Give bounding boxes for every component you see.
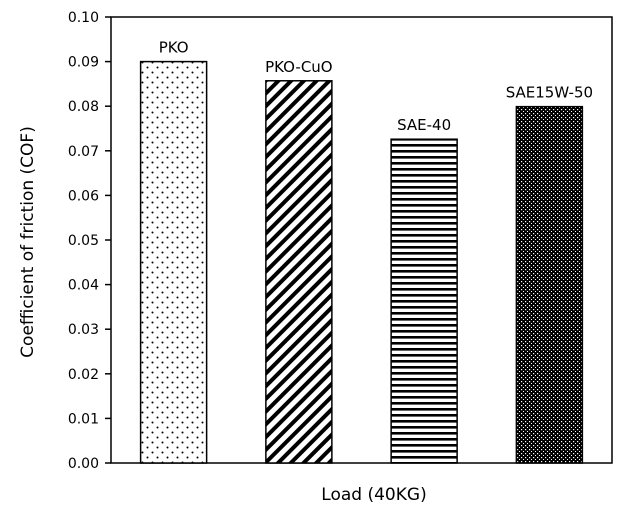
bar-sae-40: [390, 138, 458, 464]
y-tick-label: 0.04: [68, 278, 99, 294]
y-tick-label: 0.05: [68, 233, 99, 249]
y-tick-label: 0.06: [68, 188, 99, 204]
bar-pko-cuo: [265, 80, 333, 464]
y-tick-label: 0.09: [68, 55, 99, 71]
bar-sae15w-50: [515, 105, 584, 464]
y-tick-label: 0.10: [68, 10, 99, 26]
bar-pko: [139, 60, 208, 464]
y-tick-label: 0.03: [68, 322, 99, 338]
bar-label: PKO: [159, 39, 189, 57]
y-axis-title: Coefficient of friction (COF): [18, 126, 38, 358]
y-tick-label: 0.02: [68, 367, 99, 383]
plot-area: 0.00 0.01 0.02 0.03 0.04 0.05 0.06 0.07 0.08 0.09…: [68, 10, 613, 472]
bar-label: SAE15W-50: [506, 84, 593, 102]
bar-label: PKO-CuO: [265, 58, 333, 76]
bar-label: SAE-40: [397, 116, 451, 134]
y-tick-label: 0.07: [68, 144, 99, 160]
y-tick-label: 0.08: [68, 99, 99, 115]
y-tick-label: 0.00: [68, 456, 99, 472]
x-axis-title: Load (40KG): [321, 485, 426, 505]
y-tick-label: 0.01: [68, 411, 99, 427]
